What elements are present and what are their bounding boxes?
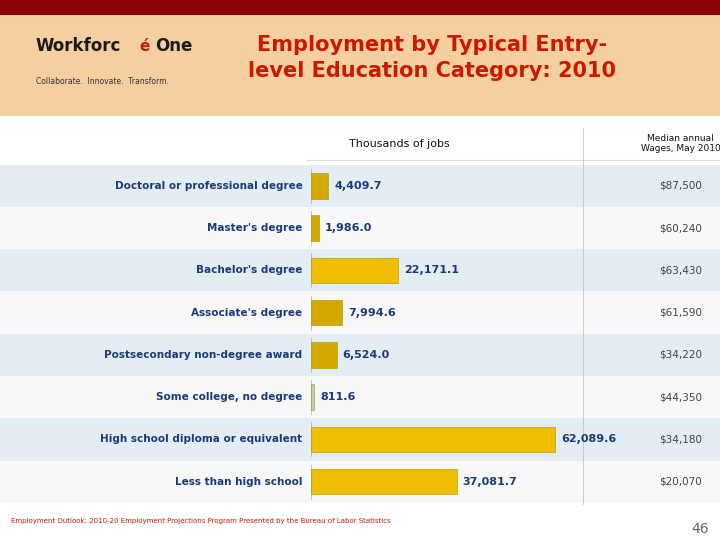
Text: 7,994.6: 7,994.6: [348, 308, 396, 318]
FancyBboxPatch shape: [311, 173, 328, 199]
FancyBboxPatch shape: [311, 258, 398, 283]
Text: 4,409.7: 4,409.7: [334, 181, 382, 191]
Text: $44,350: $44,350: [659, 392, 702, 402]
Text: One: One: [155, 37, 192, 56]
FancyBboxPatch shape: [311, 384, 314, 410]
Text: Thousands of jobs: Thousands of jobs: [349, 139, 450, 148]
Text: 62,089.6: 62,089.6: [561, 434, 616, 444]
FancyBboxPatch shape: [311, 342, 337, 368]
Text: 22,171.1: 22,171.1: [404, 265, 459, 275]
FancyBboxPatch shape: [0, 461, 720, 503]
Text: $20,070: $20,070: [659, 477, 702, 487]
Text: 46: 46: [692, 523, 709, 536]
Text: Postsecondary non-degree award: Postsecondary non-degree award: [104, 350, 302, 360]
Text: Less than high school: Less than high school: [175, 477, 302, 487]
Text: 811.6: 811.6: [320, 392, 356, 402]
Text: Collaborate.  Innovate.  Transform.: Collaborate. Innovate. Transform.: [36, 77, 169, 86]
FancyBboxPatch shape: [0, 376, 720, 418]
Text: $87,500: $87,500: [659, 181, 702, 191]
FancyBboxPatch shape: [311, 215, 319, 241]
Text: Employment Outlook: 2010-20 Employment Projections Program Presented by the Bure: Employment Outlook: 2010-20 Employment P…: [11, 518, 390, 524]
Text: 6,524.0: 6,524.0: [343, 350, 390, 360]
FancyBboxPatch shape: [0, 249, 720, 292]
Text: $63,430: $63,430: [659, 265, 702, 275]
FancyBboxPatch shape: [0, 292, 720, 334]
FancyBboxPatch shape: [0, 207, 720, 249]
FancyBboxPatch shape: [311, 469, 457, 494]
Text: é: é: [139, 39, 149, 54]
FancyBboxPatch shape: [0, 165, 720, 207]
FancyBboxPatch shape: [0, 0, 720, 15]
Text: High school diploma or equivalent: High school diploma or equivalent: [100, 434, 302, 444]
Text: Employment by Typical Entry-
level Education Category: 2010: Employment by Typical Entry- level Educa…: [248, 35, 616, 81]
Text: Workforc: Workforc: [36, 37, 122, 56]
Text: 1,986.0: 1,986.0: [325, 223, 372, 233]
Text: $60,240: $60,240: [659, 223, 702, 233]
Text: $34,220: $34,220: [659, 350, 702, 360]
Text: $34,180: $34,180: [659, 434, 702, 444]
Text: Median annual
Wages, May 2010: Median annual Wages, May 2010: [641, 134, 720, 153]
Text: Bachelor's degree: Bachelor's degree: [196, 265, 302, 275]
FancyBboxPatch shape: [0, 0, 720, 116]
FancyBboxPatch shape: [0, 418, 720, 461]
Text: Associate's degree: Associate's degree: [192, 308, 302, 318]
Text: Master's degree: Master's degree: [207, 223, 302, 233]
FancyBboxPatch shape: [0, 334, 720, 376]
Text: Some college, no degree: Some college, no degree: [156, 392, 302, 402]
Text: Doctoral or professional degree: Doctoral or professional degree: [114, 181, 302, 191]
Text: 37,081.7: 37,081.7: [463, 477, 518, 487]
FancyBboxPatch shape: [311, 300, 343, 325]
Text: $61,590: $61,590: [659, 308, 702, 318]
FancyBboxPatch shape: [311, 427, 555, 452]
